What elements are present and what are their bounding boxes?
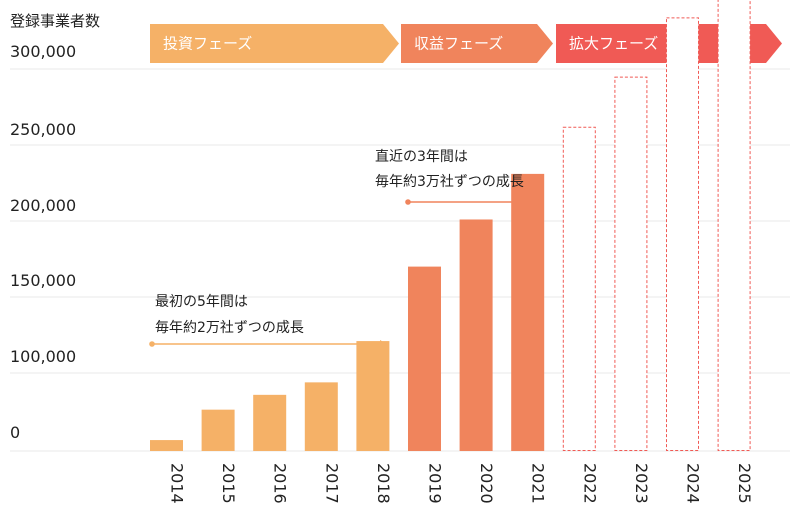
bars xyxy=(150,0,751,451)
x-tick-labels: 2014 2015 2016 2017 2018 2019 2020 2021 2022 2023… xyxy=(168,463,755,504)
annotation-line: 毎年約2万社ずつの成長 xyxy=(155,320,304,336)
bar-projected xyxy=(562,126,596,451)
phase-label: 投資フェーズ xyxy=(163,35,252,53)
y-tick-label: 0 xyxy=(10,423,20,442)
x-tick-label: 2017 xyxy=(322,463,341,504)
y-tick-label: 150,000 xyxy=(10,271,76,290)
bar xyxy=(304,382,338,451)
phase-label: 拡大フェーズ xyxy=(569,35,658,53)
y-tick-label: 200,000 xyxy=(10,196,76,215)
bar xyxy=(408,266,441,451)
bar-projected xyxy=(717,0,751,451)
bar-projected xyxy=(614,76,648,451)
x-tick-label: 2021 xyxy=(529,463,548,504)
bar xyxy=(511,173,545,451)
bar xyxy=(253,394,287,451)
bar xyxy=(201,409,235,451)
bar xyxy=(150,440,183,451)
y-tick-label: 250,000 xyxy=(10,120,76,139)
annotation-line: 直近の3年間は xyxy=(375,148,468,165)
bar xyxy=(459,219,493,451)
x-tick-label: 2018 xyxy=(374,463,393,504)
x-tick-label: 2014 xyxy=(168,463,187,504)
annotation-arrow-head xyxy=(380,340,387,348)
x-tick-label: 2025 xyxy=(735,463,754,504)
x-tick-label: 2020 xyxy=(477,463,496,504)
y-axis-title: 登録事業者数 xyxy=(10,12,100,30)
bar xyxy=(356,341,390,451)
annotation-arrow-start xyxy=(405,199,411,205)
x-tick-label: 2019 xyxy=(426,463,445,504)
annotation-arrow-start xyxy=(149,341,155,347)
bar-projected xyxy=(666,17,699,451)
y-tick-labels: 0 100,000 150,000 200,000 250,000 300,000 xyxy=(10,42,76,442)
y-tick-label: 300,000 xyxy=(10,42,76,61)
annotation-line: 毎年約3万社ずつの成長 xyxy=(375,174,524,190)
y-tick-label: 100,000 xyxy=(10,347,76,366)
phase-banner-2 xyxy=(401,24,553,63)
x-tick-label: 2016 xyxy=(271,463,290,504)
x-tick-label: 2023 xyxy=(632,463,651,504)
x-tick-label: 2022 xyxy=(580,463,599,504)
phase-label: 収益フェーズ xyxy=(414,35,503,53)
grid-lines xyxy=(10,68,790,452)
annotation-arrow-head xyxy=(536,198,543,206)
annotation-line: 最初の5年間は xyxy=(155,293,248,310)
x-tick-label: 2024 xyxy=(684,463,703,504)
x-tick-label: 2015 xyxy=(219,463,238,504)
phase-banner-1 xyxy=(150,24,399,63)
